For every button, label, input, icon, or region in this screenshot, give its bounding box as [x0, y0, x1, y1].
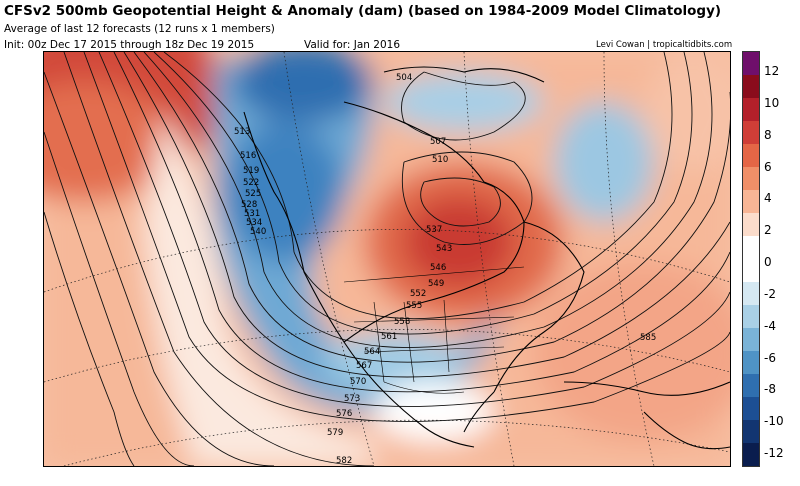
contour-label: 534 [246, 218, 262, 228]
contour-label: 549 [428, 279, 444, 289]
colorbar-tick-label: 12 [764, 64, 780, 78]
contour-label: 519 [243, 166, 259, 176]
colorbar-segment [743, 305, 759, 328]
map-panel: 504 513 516 519 522 525 528 531 534 540 … [43, 51, 731, 467]
contour-label: 531 [244, 209, 260, 219]
colorbar-segment [743, 190, 759, 213]
colorbar-segment [743, 282, 759, 305]
contour-label: 561 [381, 332, 397, 342]
contour-label: 552 [410, 289, 426, 299]
colorbar-segment [743, 52, 759, 75]
height-anomaly-map: 504 513 516 519 522 525 528 531 534 540 … [44, 52, 730, 466]
colorbar-tick-label: -4 [764, 318, 776, 333]
colorbar-tick-label: 2 [764, 223, 772, 238]
contour-label: 564 [364, 347, 380, 357]
contour-label: 513 [234, 127, 250, 137]
colorbar-segment [743, 236, 759, 259]
colorbar-segment [743, 213, 759, 236]
contour-label: 522 [243, 178, 259, 188]
contour-label: 516 [240, 151, 256, 161]
colorbar-segment [743, 374, 759, 397]
contour-label: 573 [344, 394, 360, 404]
colorbar-tick-label: 6 [764, 159, 772, 174]
contour-label: 585 [640, 333, 656, 343]
colorbar-segment [743, 351, 759, 374]
contour-label: 525 [245, 189, 261, 199]
contour-label: 582 [336, 456, 352, 466]
contour-label: 579 [327, 428, 343, 438]
political-borders [343, 266, 525, 394]
colorbar-segment [743, 121, 759, 144]
colorbar-segment [743, 98, 759, 121]
contour-label: 555 [406, 301, 422, 311]
contour-label: 504 [396, 73, 412, 83]
anomaly-colorbar [742, 51, 760, 467]
contour-label: 570 [350, 377, 366, 387]
contour-label: 507 [430, 137, 446, 147]
height-contours [44, 52, 730, 466]
colorbar-segment [743, 144, 759, 167]
colorbar-segment [743, 75, 759, 98]
chart-title: CFSv2 500mb Geopotential Height & Anomal… [4, 3, 722, 19]
credit-text: Levi Cowan | tropicaltidbits.com [596, 40, 733, 50]
colorbar-tick-label: -12 [764, 446, 784, 460]
coastlines [243, 66, 730, 450]
colorbar-tick-label: 10 [764, 95, 780, 110]
colorbar-segment [743, 328, 759, 351]
contour-label: 540 [250, 227, 266, 237]
contour-label: 510 [432, 155, 448, 165]
contour-label: 528 [241, 200, 257, 210]
colorbar-tick-label: -2 [764, 286, 776, 301]
colorbar-tick-label: -6 [764, 350, 776, 365]
chart-subtitle: Average of last 12 forecasts (12 runs x … [4, 23, 275, 35]
contour-label: 558 [394, 317, 410, 327]
colorbar-tick-label: 4 [764, 191, 772, 206]
colorbar-segment [743, 397, 759, 420]
init-time: Init: 00z Dec 17 2015 through 18z Dec 19… [4, 39, 255, 51]
contour-label: 537 [426, 225, 442, 235]
colorbar-tick-label: -10 [764, 414, 784, 429]
valid-time: Valid for: Jan 2016 [304, 39, 401, 51]
contour-label: 576 [336, 409, 352, 419]
colorbar-tick-label: -8 [764, 382, 776, 397]
contour-label: 543 [436, 244, 452, 254]
colorbar-segment [743, 167, 759, 190]
colorbar-segment [743, 420, 759, 443]
contour-label: 546 [430, 263, 446, 273]
colorbar-segment [743, 259, 759, 282]
colorbar-segment [743, 443, 759, 466]
contour-labels: 504 513 516 519 522 525 528 531 534 540 … [234, 73, 656, 466]
colorbar-tick-label: 8 [764, 127, 772, 142]
colorbar-tick-label: 0 [764, 255, 772, 269]
contour-label: 567 [356, 361, 372, 371]
graticule [44, 52, 730, 466]
